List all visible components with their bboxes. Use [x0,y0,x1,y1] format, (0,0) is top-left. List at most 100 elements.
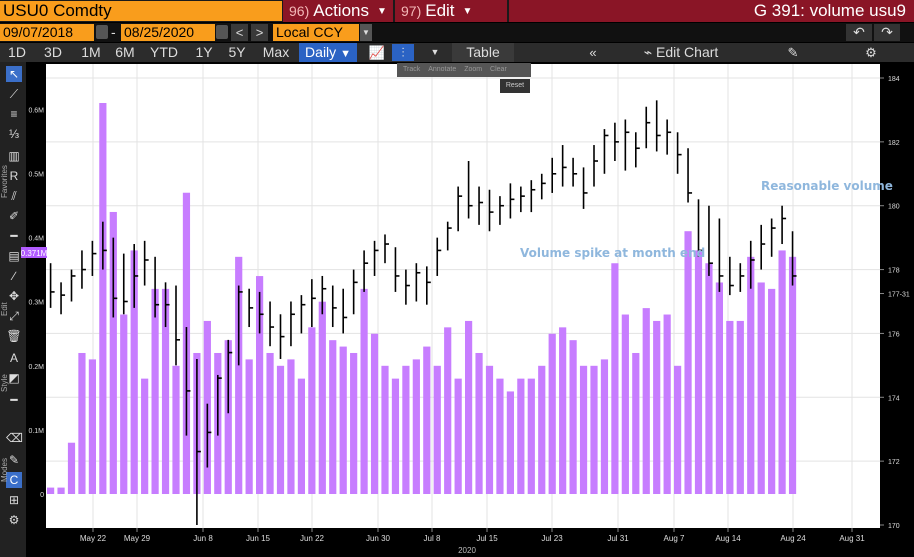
volume-bar [663,314,671,494]
volume-bar [360,288,368,494]
volume-bar [245,359,253,494]
volume-bar [757,282,765,494]
volume-bar [600,359,609,494]
channel-icon[interactable]: ⫽ [11,189,17,203]
mode-icon[interactable]: ⊞ [8,493,20,507]
volume-bar [423,346,431,494]
edit-menu-button[interactable]: 97) Edit ▼ [395,0,507,22]
left-volume-axis: 0.6M 0.5M 0.4M 0.3M 0.2M 0.1M 0 [28,107,44,499]
volume-bar [88,359,96,494]
last-value-label: 0.371M [21,249,48,258]
draw-line-icon[interactable]: ⟋ [9,87,19,101]
volume-bar [370,333,379,494]
left-axis-tick-label: 0.2M [28,364,44,371]
move-icon[interactable]: ✥ [8,289,20,303]
lines-icon[interactable]: ≡ [10,107,18,121]
chevron-down-icon[interactable]: ▼ [430,47,440,57]
volume-bar [705,263,713,494]
settings-small-icon[interactable]: ⚙ [8,513,20,527]
prev-period-button[interactable]: < [231,24,248,41]
mini-zoom-button[interactable]: Zoom [464,66,483,73]
line-chart-icon[interactable]: 📈 [368,45,386,60]
annotate-icon[interactable]: ✎ [787,45,799,60]
pen-icon[interactable]: ✐ [8,209,20,223]
volume-bar [276,365,285,494]
paint-icon[interactable]: ◩ [8,371,20,385]
right-axis-tick-label: 176 [888,331,900,338]
frequency-label: Daily [305,44,337,60]
mini-annotate-button[interactable]: Annotate [428,66,457,73]
period-5y-button[interactable]: 5Y [228,44,246,60]
right-axis-tick-label: 178 [888,268,900,275]
mode-c-icon[interactable]: C [6,472,22,488]
x-axis-tick-label: Jul 8 [424,534,441,543]
period-1m-button[interactable]: 1M [81,44,101,60]
regression-icon[interactable]: R [9,169,19,183]
date-axis: May 22 May 29 Jun 8 Jun 15 Jun 22 Jun 30 Jul 8… [80,528,865,543]
volume-bar [381,365,389,494]
volume-bar [517,378,525,494]
right-axis-tick-label: 180 [888,204,900,211]
bar-chart-icon[interactable]: ⫶ [392,44,414,61]
slash-icon[interactable]: ∕ [12,269,15,283]
period-ytd-button[interactable]: YTD [150,44,178,60]
right-price-axis: 184 182 180 178 177-31 176 174 172 170 [880,76,910,530]
trash-icon[interactable]: 🗑 [6,329,22,343]
edit-chart-button[interactable]: ⌁ Edit Chart [636,43,726,62]
currency-select[interactable]: Local CCY [273,24,359,41]
eraser-icon[interactable]: ⌫ [6,431,23,445]
period-1y-button[interactable]: 1Y [195,44,213,60]
edit-chart-label: Edit Chart [656,44,719,60]
undo-icon[interactable]: ↶ [846,24,872,41]
volume-bar [99,103,107,494]
volume-bar [151,288,159,494]
reset-button[interactable]: Reset [500,79,530,93]
end-date-field[interactable]: 08/25/2020 [121,24,215,41]
highlight-icon[interactable]: ▥ [8,149,20,163]
fib-icon[interactable]: ⅓ [8,127,19,141]
chevron-down-icon: ▼ [340,48,351,60]
table-button[interactable]: Table [452,43,514,62]
period-toolbar: 1D 3D 1M 6M YTD 1Y 5Y Max Daily ▼ 📈 ⫶ ▼ … [0,43,914,62]
volume-bar [632,352,640,494]
volume-bar [109,211,117,494]
actions-menu-button[interactable]: 96) Actions ▼ [283,0,393,22]
left-axis-tick-label: 0.3M [28,300,44,307]
ruler-icon[interactable]: ▤ [8,249,20,263]
mini-clear-button[interactable]: Clear [490,66,507,73]
pencil-icon[interactable]: ✎ [8,453,20,467]
chevron-down-icon: ▼ [376,5,387,17]
x-axis-tick-label: May 22 [80,534,107,543]
frequency-select[interactable]: Daily ▼ [299,43,357,62]
mini-track-button[interactable]: Track [403,66,421,73]
redo-icon[interactable]: ↷ [874,24,900,41]
volume-bar [715,282,723,494]
cursor-icon[interactable]: ↖ [6,66,22,82]
ticker-field[interactable]: USU0 Comdty [0,1,282,21]
calendar-icon[interactable] [216,25,228,39]
period-1d-button[interactable]: 1D [8,44,26,60]
chevron-down-icon[interactable]: ▼ [360,24,372,41]
gear-icon[interactable]: ⚙ [865,45,877,60]
volume-bar [130,250,138,494]
period-3d-button[interactable]: 3D [44,44,62,60]
calendar-icon[interactable] [96,25,108,39]
text-icon[interactable]: A [9,351,18,365]
start-date-field[interactable]: 09/07/2018 [0,24,94,41]
horizontal-line-icon[interactable]: ━ [10,229,18,243]
plot-area [46,64,880,528]
volume-bar [496,378,504,494]
style-line-icon[interactable]: ━ [10,393,18,407]
volume-bar [141,378,149,494]
collapse-icon[interactable]: « [589,45,597,60]
actions-menu-number: 96) [289,3,310,19]
period-max-button[interactable]: Max [262,44,290,60]
volume-bar [444,327,452,494]
edit-chart-icon: ⌁ [643,44,653,60]
left-axis-tick-label: 0.5M [28,172,44,179]
period-6m-button[interactable]: 6M [115,44,135,60]
expand-icon[interactable]: ⤢ [9,309,19,323]
next-period-button[interactable]: > [251,24,268,41]
